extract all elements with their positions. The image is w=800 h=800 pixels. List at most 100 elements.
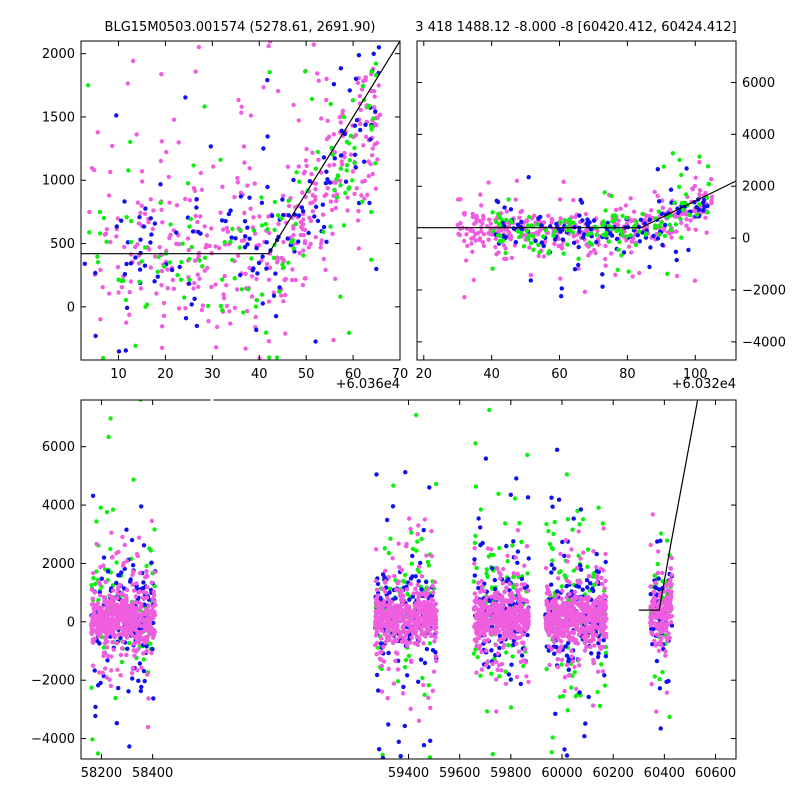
data-point-magenta: [668, 592, 674, 597]
data-point-magenta: [511, 625, 517, 630]
data-point-magenta: [283, 331, 288, 336]
data-point-blue: [577, 690, 582, 695]
data-point-blue: [377, 747, 382, 752]
data-point-green: [259, 292, 265, 297]
data-point-magenta: [302, 276, 307, 281]
data-point-blue: [515, 549, 521, 554]
data-point-magenta: [224, 283, 229, 288]
data-point-magenta: [120, 534, 125, 540]
data-point-magenta: [193, 213, 198, 219]
data-point-green: [575, 508, 580, 514]
data-point-magenta: [497, 610, 502, 615]
data-point-magenta: [416, 564, 422, 569]
data-point-magenta: [383, 568, 388, 573]
data-point-green: [562, 218, 567, 223]
data-point-green: [521, 663, 526, 669]
data-point-magenta: [603, 551, 608, 557]
data-point-magenta: [159, 207, 164, 212]
data-point-magenta: [154, 291, 159, 296]
data-point-magenta: [494, 709, 499, 714]
data-point-magenta: [329, 207, 335, 213]
data-point-blue: [152, 279, 157, 284]
data-point-magenta: [118, 652, 124, 658]
data-point-magenta: [115, 587, 121, 592]
data-point-magenta: [254, 466, 258, 470]
data-point-magenta: [654, 632, 660, 637]
data-point-green: [591, 571, 596, 576]
data-point-green: [628, 233, 633, 238]
data-point-blue: [525, 495, 531, 500]
data-point-blue: [254, 246, 259, 251]
panel-2-offset-label: +6.032e4: [672, 377, 736, 392]
data-point-magenta: [561, 633, 567, 638]
data-point-magenta: [293, 277, 298, 283]
data-point-blue: [169, 267, 175, 273]
data-point-magenta: [327, 163, 332, 168]
y-tick-label: 2000: [42, 47, 75, 62]
panel-1-frame: [80, 40, 401, 361]
data-point-magenta: [650, 632, 655, 637]
data-point-magenta: [543, 621, 548, 626]
data-point-green: [656, 209, 661, 214]
data-point-magenta: [659, 636, 664, 641]
data-point-magenta: [586, 617, 592, 622]
data-point-magenta: [243, 271, 248, 277]
data-point-magenta: [379, 636, 384, 641]
data-point-magenta: [254, 276, 259, 282]
data-point-magenta: [119, 599, 125, 604]
data-point-green: [662, 786, 666, 790]
data-point-magenta: [569, 648, 574, 653]
data-point-magenta: [109, 654, 114, 659]
data-point-magenta: [408, 658, 414, 663]
data-point-green: [606, 223, 611, 229]
data-point-magenta: [518, 587, 524, 592]
data-point-green: [94, 519, 99, 524]
data-point-green: [577, 522, 582, 527]
data-point-blue: [676, 210, 681, 216]
data-point-magenta: [147, 247, 152, 252]
data-point-magenta: [413, 631, 418, 636]
data-point-blue: [578, 197, 583, 203]
data-point-blue: [476, 516, 481, 521]
data-point-green: [391, 483, 396, 488]
data-point-green: [419, 536, 424, 542]
data-point-magenta: [419, 625, 424, 630]
data-point-magenta: [660, 570, 665, 576]
data-point-green: [589, 242, 595, 247]
data-point-magenta: [546, 632, 552, 638]
data-point-green: [559, 662, 564, 667]
data-point-magenta: [652, 189, 657, 195]
data-point-blue: [363, 122, 368, 128]
data-point-magenta: [142, 211, 148, 216]
data-point-blue: [519, 653, 525, 658]
data-point-green: [558, 569, 563, 574]
data-point-magenta: [582, 640, 588, 646]
data-point-green: [95, 260, 101, 265]
data-point-green: [576, 256, 581, 261]
data-point-green: [677, 184, 682, 189]
data-point-magenta: [584, 644, 589, 650]
data-point-magenta: [149, 580, 154, 585]
data-point-magenta: [342, 150, 347, 156]
data-point-magenta: [567, 612, 572, 617]
data-point-blue: [410, 553, 415, 559]
data-point-magenta: [302, 239, 308, 244]
data-point-magenta: [603, 599, 608, 604]
data-point-magenta: [157, 245, 162, 250]
data-point-magenta: [616, 218, 621, 223]
data-point-green: [504, 217, 509, 223]
data-point-magenta: [309, 171, 314, 177]
data-point-green: [281, 265, 286, 270]
data-point-magenta: [686, 226, 691, 232]
data-point-magenta: [395, 651, 400, 656]
data-point-blue: [668, 187, 674, 192]
data-point-magenta: [405, 643, 410, 648]
data-point-magenta: [576, 602, 582, 608]
data-point-blue: [127, 744, 132, 749]
data-point-magenta: [145, 672, 150, 677]
data-point-magenta: [552, 241, 557, 247]
data-point-magenta: [101, 595, 107, 600]
data-point-blue: [600, 272, 605, 277]
data-point-green: [492, 656, 497, 661]
data-point-blue: [421, 743, 427, 748]
